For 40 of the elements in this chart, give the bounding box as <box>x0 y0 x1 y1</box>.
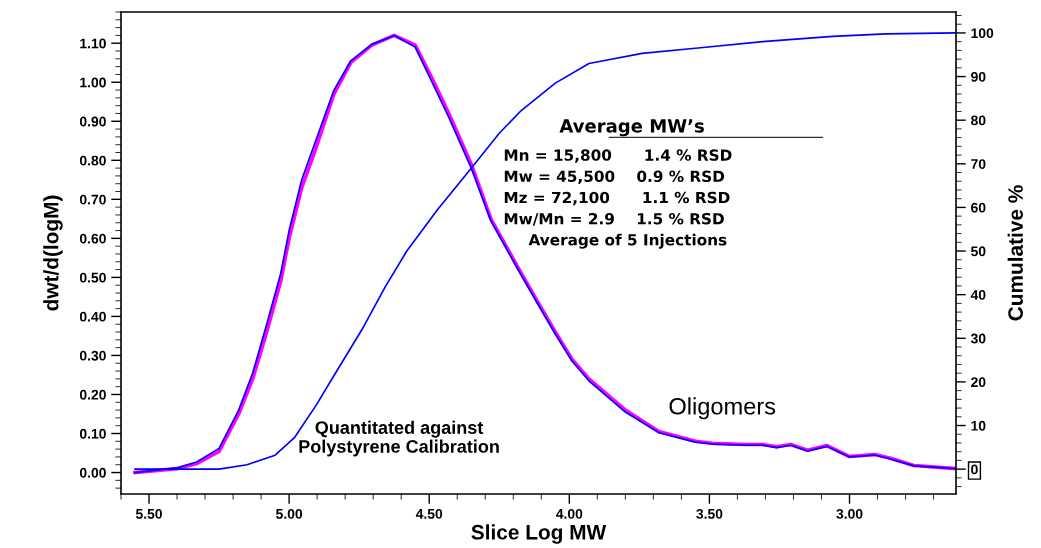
y-tick-label: 1.10 <box>80 38 106 49</box>
y2-tick-label: 60 <box>971 202 986 213</box>
y-tick-label: 0.80 <box>79 155 106 166</box>
x-tick-label: 5.50 <box>135 508 162 519</box>
annotation: Mw = 45,500 0.9 % RSD <box>504 170 725 185</box>
y-tick-label: 0.50 <box>79 272 106 283</box>
y-tick-label: 0.90 <box>79 116 106 127</box>
y2-axis-title: Cumulative % <box>1007 185 1023 321</box>
x-axis-title: Slice Log MW <box>471 524 607 544</box>
annotation: Mz = 72,100 1.1 % RSD <box>504 191 730 206</box>
x-tick-label: 4.50 <box>415 508 443 519</box>
y2-tick-label: 10 <box>971 420 986 431</box>
y2-tick-label: 70 <box>971 159 986 169</box>
y-tick-label: 0.30 <box>79 350 106 361</box>
y-tick-label: 0.40 <box>79 311 106 322</box>
annotation: Mw/Mn = 2.9 1.5 % RSD <box>504 212 724 226</box>
y-axis-title: dwt/d(logM) <box>43 195 63 311</box>
y2-tick-label: 0 <box>971 464 978 475</box>
annotation: Mn = 15,800 1.4 % RSD <box>504 149 732 163</box>
annotation: Average of 5 Injections <box>528 233 727 249</box>
y-tick-label: 0.60 <box>79 233 106 244</box>
y-tick-label: 1.00 <box>80 77 106 88</box>
y2-tick-label: 90 <box>971 71 986 82</box>
y2-tick-label: 40 <box>970 289 986 300</box>
y2-tick-label: 30 <box>970 333 986 344</box>
y-tick-label: 0.20 <box>79 389 106 400</box>
y2-tick-label: 20 <box>971 377 986 388</box>
annotation: Oligomers <box>669 397 776 420</box>
y-tick-label: 0.70 <box>79 194 106 205</box>
y2-tick-label: 50 <box>971 246 986 257</box>
x-tick-label: 3.50 <box>696 508 723 519</box>
x-tick-label: 3.00 <box>836 508 863 519</box>
y2-tick-label: 80 <box>971 115 986 126</box>
x-tick-label: 4.00 <box>556 508 583 519</box>
annotation: Average MW’s <box>559 119 704 137</box>
x-tick-label: 5.00 <box>276 508 303 519</box>
y-tick-label: 0.00 <box>79 467 106 478</box>
annotation: Quantitated against Polystyrene Calibration <box>299 420 499 457</box>
y-tick-label: 0.10 <box>79 428 106 439</box>
y2-tick-label: 100 <box>971 28 994 39</box>
